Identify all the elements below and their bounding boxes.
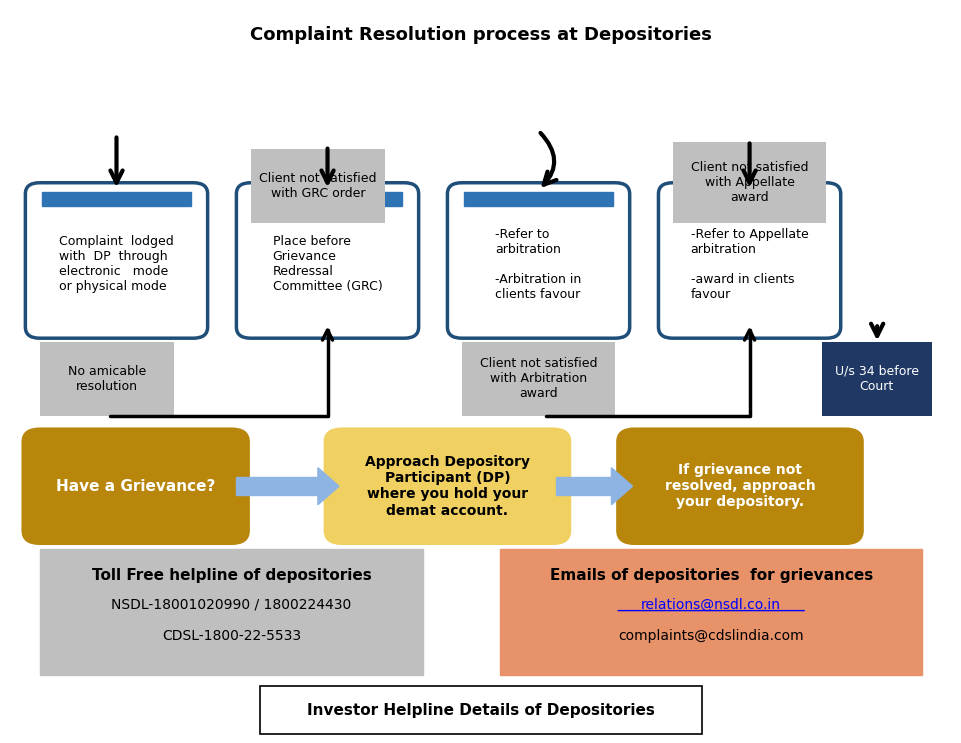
Text: relations@nsdl.co.in: relations@nsdl.co.in xyxy=(641,597,780,611)
Text: If grievance not
resolved, approach
your depository.: If grievance not resolved, approach your… xyxy=(664,463,815,510)
FancyBboxPatch shape xyxy=(39,549,423,675)
Text: Client not satisfied
with Appellate
award: Client not satisfied with Appellate awar… xyxy=(690,161,807,204)
FancyBboxPatch shape xyxy=(41,192,191,206)
Text: Place before
Grievance
Redressal
Committee (GRC): Place before Grievance Redressal Committ… xyxy=(272,236,382,293)
Text: Toll Free helpline of depositories: Toll Free helpline of depositories xyxy=(91,568,371,583)
FancyBboxPatch shape xyxy=(324,429,570,544)
FancyBboxPatch shape xyxy=(821,342,931,416)
FancyBboxPatch shape xyxy=(617,429,862,544)
Text: Have a Grievance?: Have a Grievance? xyxy=(56,478,215,494)
Text: U/s 34 before
Court: U/s 34 before Court xyxy=(834,365,918,393)
FancyBboxPatch shape xyxy=(22,429,249,544)
FancyBboxPatch shape xyxy=(236,477,317,496)
Text: No amicable
resolution: No amicable resolution xyxy=(67,365,146,393)
FancyBboxPatch shape xyxy=(260,686,701,734)
Text: Client not satisfied
with Arbitration
award: Client not satisfied with Arbitration aw… xyxy=(480,357,597,400)
FancyBboxPatch shape xyxy=(674,192,824,206)
FancyBboxPatch shape xyxy=(253,192,402,206)
Text: NSDL-18001020990 / 1800224430: NSDL-18001020990 / 1800224430 xyxy=(111,597,352,611)
Text: Emails of depositories  for grievances: Emails of depositories for grievances xyxy=(549,568,872,583)
FancyBboxPatch shape xyxy=(657,183,840,338)
Text: Client not satisfied
with GRC order: Client not satisfied with GRC order xyxy=(259,172,377,201)
FancyBboxPatch shape xyxy=(672,142,825,224)
FancyBboxPatch shape xyxy=(236,183,418,338)
FancyBboxPatch shape xyxy=(500,549,922,675)
FancyBboxPatch shape xyxy=(25,183,208,338)
FancyBboxPatch shape xyxy=(555,477,611,496)
Text: -Refer to Appellate
arbitration

-award in clients
favour: -Refer to Appellate arbitration -award i… xyxy=(690,227,807,301)
Text: Complaint Resolution process at Depositories: Complaint Resolution process at Deposito… xyxy=(250,26,711,44)
FancyBboxPatch shape xyxy=(447,183,629,338)
FancyBboxPatch shape xyxy=(39,342,174,416)
FancyBboxPatch shape xyxy=(251,149,384,224)
FancyBboxPatch shape xyxy=(463,192,613,206)
Text: complaints@cdslindia.com: complaints@cdslindia.com xyxy=(618,629,803,643)
Text: Complaint  lodged
with  DP  through
electronic   mode
or physical mode: Complaint lodged with DP through electro… xyxy=(59,236,174,293)
Text: -Refer to
arbitration

-Arbitration in
clients favour: -Refer to arbitration -Arbitration in cl… xyxy=(495,227,581,301)
FancyBboxPatch shape xyxy=(461,342,615,416)
Polygon shape xyxy=(317,468,338,504)
Text: Investor Helpline Details of Depositories: Investor Helpline Details of Depositorie… xyxy=(307,703,654,718)
Text: Approach Depository
Participant (DP)
where you hold your
demat account.: Approach Depository Participant (DP) whe… xyxy=(364,455,530,518)
Polygon shape xyxy=(611,468,632,504)
Text: CDSL-1800-22-5533: CDSL-1800-22-5533 xyxy=(161,629,301,643)
